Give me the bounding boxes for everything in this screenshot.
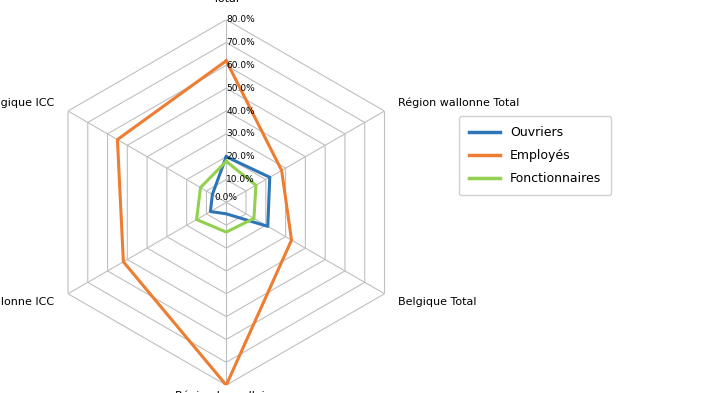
Text: 30.0%: 30.0% bbox=[226, 129, 255, 138]
Text: Belgique Total: Belgique Total bbox=[398, 297, 477, 307]
Legend: Ouvriers, Employés, Fonctionnaires: Ouvriers, Employés, Fonctionnaires bbox=[459, 116, 612, 195]
Text: Région bruxelloise
Total: Région bruxelloise Total bbox=[175, 0, 277, 4]
Text: 40.0%: 40.0% bbox=[226, 107, 255, 116]
Text: 80.0%: 80.0% bbox=[226, 15, 255, 24]
Text: Région wallonne ICC: Région wallonne ICC bbox=[0, 296, 54, 307]
Text: Belgique ICC: Belgique ICC bbox=[0, 98, 54, 108]
Text: 60.0%: 60.0% bbox=[226, 61, 255, 70]
Text: 20.0%: 20.0% bbox=[226, 152, 255, 161]
Text: 50.0%: 50.0% bbox=[226, 84, 255, 93]
Text: Région wallonne Total: Région wallonne Total bbox=[398, 98, 520, 108]
Text: Région bruxelloise
ICC: Région bruxelloise ICC bbox=[175, 390, 277, 393]
Text: 70.0%: 70.0% bbox=[226, 38, 255, 47]
Text: 0.0%: 0.0% bbox=[215, 193, 238, 202]
Text: 10.0%: 10.0% bbox=[226, 175, 255, 184]
